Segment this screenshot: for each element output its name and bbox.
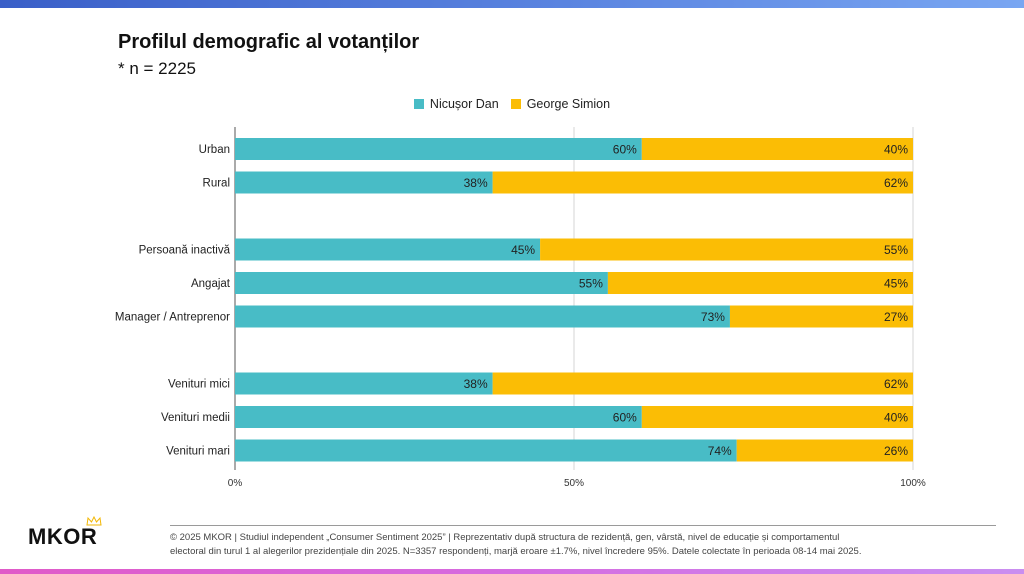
x-tick-label-50: 50% [564,478,584,489]
footer-line-1: © 2025 MKOR | Studiul independent „Consu… [170,532,840,543]
bar-george-simion-2 [540,238,913,261]
chart-subtitle: * n = 2225 [118,59,196,78]
bar-george-simion-7 [736,439,913,462]
data-label-nicusor-dan-6: 60% [613,411,637,425]
mkor-logo: MKOR [28,516,102,550]
data-label-george-simion-7: 26% [884,444,908,458]
crown-icon [86,516,102,526]
legend: Nicușor Dan George Simion [0,97,1024,111]
bar-nicusor-dan-0 [235,138,642,160]
legend-label-george-simion: George Simion [526,97,611,111]
bar-nicusor-dan-5 [235,372,493,395]
bar-nicusor-dan-1 [235,171,493,194]
category-label-1: Rural [203,178,230,190]
category-label-0: Urban [199,144,230,156]
bar-george-simion-0 [641,138,913,160]
data-label-george-simion-2: 55% [884,243,908,257]
bar-george-simion-4 [729,305,913,328]
bar-nicusor-dan-3 [235,272,608,294]
data-label-nicusor-dan-0: 60% [613,143,637,157]
data-label-nicusor-dan-5: 38% [464,377,488,391]
x-tick-label-0: 0% [228,478,243,489]
category-label-2: Persoană inactivă [139,245,231,257]
bottom-accent-band [0,569,1024,574]
bar-nicusor-dan-7 [235,439,737,462]
data-label-nicusor-dan-2: 45% [511,243,535,257]
chart-title: Profilul demografic al votanților [118,31,420,53]
data-label-george-simion-3: 45% [884,277,908,291]
bar-nicusor-dan-6 [235,406,642,428]
footer-divider [170,525,996,526]
data-label-george-simion-5: 62% [884,377,908,391]
bar-nicusor-dan-2 [235,238,541,261]
data-label-nicusor-dan-4: 73% [701,310,725,324]
bar-george-simion-3 [607,272,913,294]
legend-swatch-nicusor-dan [413,99,424,109]
footer-disclaimer: © 2025 MKOR | Studiul independent „Consu… [170,531,1000,558]
bar-george-simion-5 [492,372,913,395]
legend-swatch-george-simion [510,99,521,109]
bar-nicusor-dan-4 [235,305,730,328]
category-label-5: Venituri mici [168,379,230,391]
data-label-nicusor-dan-3: 55% [579,277,603,291]
data-label-nicusor-dan-7: 74% [708,444,732,458]
category-label-6: Venituri medii [161,412,230,424]
data-label-george-simion-4: 27% [884,310,908,324]
data-label-george-simion-6: 40% [884,411,908,425]
data-label-nicusor-dan-1: 38% [464,176,488,190]
bar-george-simion-6 [641,406,913,428]
legend-label-nicusor-dan: Nicușor Dan [429,97,499,111]
category-label-7: Venituri mari [166,446,230,458]
data-label-george-simion-1: 62% [884,176,908,190]
x-tick-label-100: 100% [900,478,926,489]
footer-line-2: electoral din turul 1 al alegerilor prez… [170,545,862,557]
legend-item-nicusor-dan: Nicușor Dan [413,97,499,111]
category-label-4: Manager / Antreprenor [115,312,230,324]
mkor-logo-text: MKOR [28,524,98,549]
bar-george-simion-1 [492,171,913,194]
data-label-george-simion-0: 40% [884,143,908,157]
category-label-3: Angajat [191,278,231,290]
legend-item-george-simion: George Simion [510,97,611,111]
top-accent-band [0,0,1024,8]
